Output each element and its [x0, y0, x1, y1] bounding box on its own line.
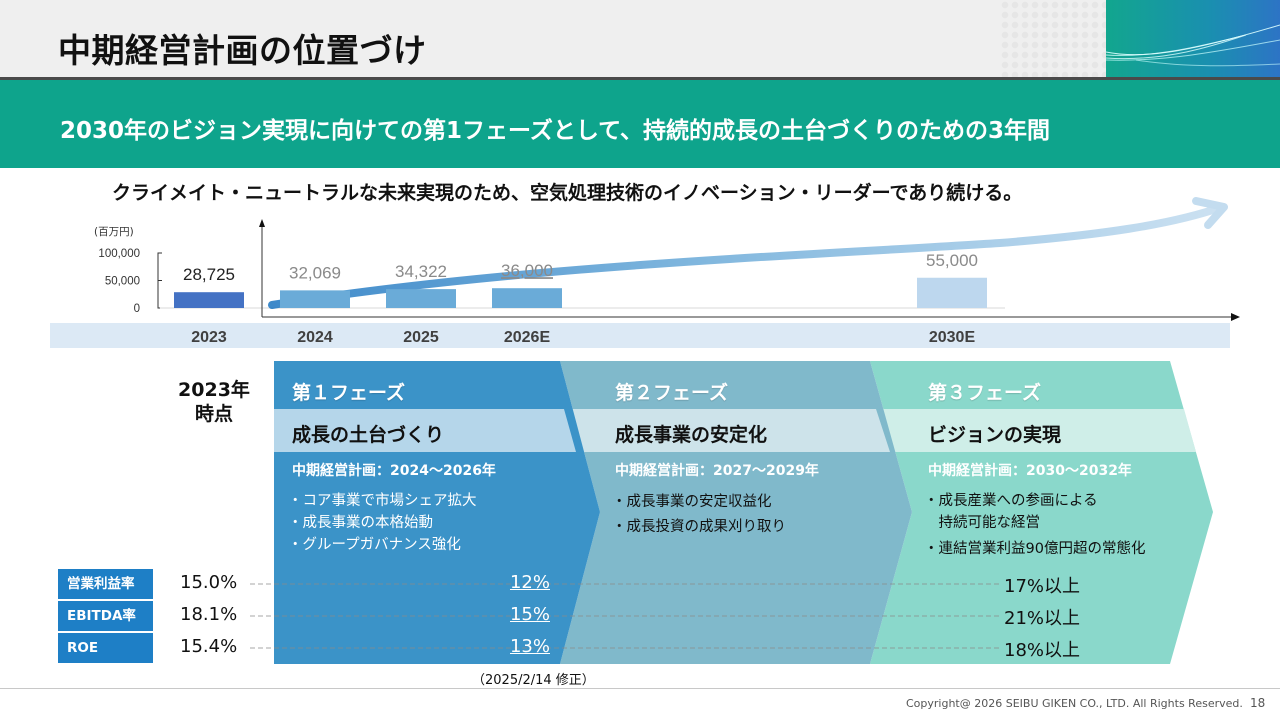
kpi-phase3-target: 18%以上 [1004, 640, 1081, 661]
x-tick-label-2030E: 2030E [929, 329, 976, 346]
y-unit-label: (百万円) [94, 226, 134, 238]
kpi-label-operating-margin: 営業利益率 [58, 569, 153, 599]
phase2-sub-band [564, 409, 890, 452]
y-tick-label: 50,000 [105, 276, 140, 288]
value-label-2025: 34,322 [395, 262, 447, 281]
bar-2024 [280, 290, 350, 308]
phase1-bullets: ・コア事業で市場シェア拡大 ・成長事業の本格始動 ・グループガバナンス強化 [288, 490, 477, 556]
x-tick-label-2026E: 2026E [504, 329, 551, 346]
footer-divider [0, 688, 1280, 689]
phase3-title: 第３フェーズ [928, 382, 1042, 404]
kpi-phase1-target: 12% [509, 572, 550, 593]
kpi-phase1-target: 13% [509, 636, 550, 657]
kpi-baseline-value: 15.4% [180, 636, 238, 657]
phase3-bullets: ・成長産業への参画による 持続可能な経営 ・連結営業利益90億円超の常態化 [924, 490, 1145, 560]
phase2-title: 第２フェーズ [615, 382, 729, 404]
value-label-2023: 28,725 [183, 265, 235, 284]
vision-statement: クライメイト・ニュートラルな未来実現のため、空気処理技術のイノベーション・リーダ… [112, 182, 1023, 204]
value-label-2024: 32,069 [289, 263, 341, 282]
phase1-plan: 中期経営計画：2024～2026年 [292, 463, 496, 479]
title-bar [0, 0, 1106, 77]
kpi-phase3-target: 21%以上 [1004, 608, 1081, 629]
phase3-bullet: ・成長産業への参画による [924, 493, 1098, 509]
kpi-phase1-target: 15% [509, 604, 550, 625]
kpi-label-ebitda-margin: EBITDA率 [58, 601, 153, 631]
page-number: 18 [1250, 696, 1266, 710]
phase3-bullet: 持続可能な経営 [924, 515, 1040, 531]
bar-2026E [492, 288, 562, 308]
value-label-2026E: 36,000 [501, 261, 553, 280]
revenue-chart: 100,000 50,000 0 (百万円) 28,725 2023 32,069 2024 3… [50, 197, 1240, 348]
dot-pattern-decoration [1000, 0, 1106, 77]
phase1-title: 第１フェーズ [292, 382, 406, 404]
axis-arrowhead-icon [259, 219, 265, 227]
bar-2023 [174, 292, 244, 308]
kpi-baseline-value: 15.0% [180, 572, 238, 593]
phase3-subtitle: ビジョンの実現 [928, 424, 1062, 446]
phase1-subtitle: 成長の土台づくり [292, 424, 445, 446]
page-title: 中期経営計画の位置づけ [58, 31, 427, 70]
baseline-year: 2023年 [178, 379, 250, 401]
phase2-subtitle: 成長事業の安定化 [615, 424, 768, 446]
x-tick-label-2024: 2024 [297, 329, 333, 346]
value-label-2030E: 55,000 [926, 251, 978, 270]
growth-arrowhead-icon [1192, 197, 1228, 229]
phase1-sub-band [274, 409, 576, 452]
bar-2025 [386, 289, 456, 308]
growth-arrow [268, 203, 1226, 309]
x-tick-label-2023: 2023 [191, 329, 227, 346]
phase2-plan: 中期経営計画：2027～2029年 [615, 463, 819, 479]
title-divider [0, 77, 1280, 80]
year-band [50, 323, 1230, 348]
phase1-bullet: ・コア事業で市場シェア拡大 [288, 493, 477, 509]
kpi-phase3-target: 17%以上 [1004, 576, 1081, 597]
kpi-label-roe: ROE [58, 633, 153, 663]
kpi-baseline-value: 18.1% [180, 604, 238, 625]
phase2-bullet: ・成長投資の成果刈り取り [612, 519, 786, 535]
x-tick-label-2025: 2025 [403, 329, 439, 346]
baseline-point: 時点 [194, 403, 233, 425]
phase2-bullet: ・成長事業の安定収益化 [612, 494, 772, 510]
phase3-plan: 中期経営計画：2030～2032年 [928, 463, 1132, 479]
phase2-bullets: ・成長事業の安定収益化 ・成長投資の成果刈り取り [612, 490, 786, 540]
revision-note: （2025/2/14 修正） [472, 673, 595, 688]
phase1-bullet: ・グループガバナンス強化 [288, 537, 461, 553]
baseline-year-label: 2023年 時点 [172, 378, 256, 426]
banner-text: 2030年のビジョン実現に向けての第1フェーズとして、持続的成長の土台づくりのた… [60, 118, 1051, 144]
phase3-bullet: ・連結営業利益90億円超の常態化 [924, 541, 1146, 557]
y-tick-label: 100,000 [98, 248, 140, 260]
axis-arrowhead-icon [1231, 313, 1240, 321]
y-tick-label: 0 [134, 303, 140, 315]
header-wave-decoration [1106, 0, 1280, 77]
message-banner: 2030年のビジョン実現に向けての第1フェーズとして、持続的成長の土台づくりのた… [0, 80, 1280, 168]
copyright: Copyright@ 2026 SEIBU GIKEN CO., LTD. Al… [906, 697, 1243, 710]
phase1-bullet: ・成長事業の本格始動 [288, 515, 433, 531]
bar-2030E [917, 277, 987, 308]
phase3-sub-band [876, 409, 1196, 452]
